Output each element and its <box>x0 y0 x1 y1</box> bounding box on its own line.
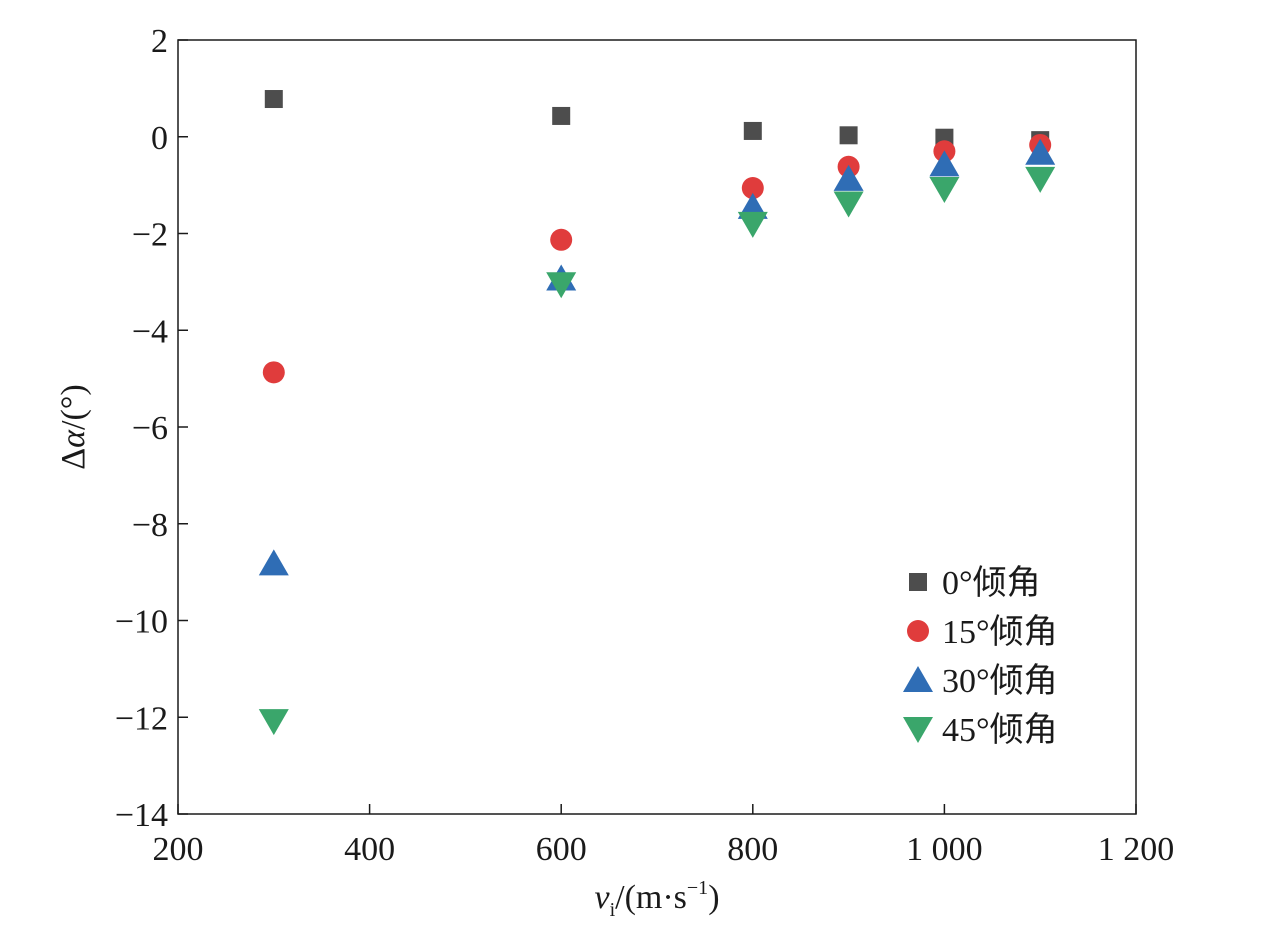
y-tick-label: 0 <box>151 120 168 157</box>
y-tick-label: −2 <box>132 217 168 254</box>
x-axis-ticks: 200 400 600 800 1 000 1 200 <box>153 804 1175 868</box>
data-point <box>264 90 283 109</box>
y-axis-ticks: 2 0 −2 −4 −6 −8 −10 −12 −14 <box>115 23 188 834</box>
y-tick-label: −8 <box>132 507 168 544</box>
data-point <box>833 164 864 191</box>
legend-item: 30°倾角 <box>903 662 1058 700</box>
x-axis-title: vi/(m·s−1) <box>594 877 719 921</box>
x-tick-label: 800 <box>727 831 778 868</box>
data-point <box>929 176 960 203</box>
legend-marker <box>903 717 933 743</box>
data-points <box>258 90 1056 736</box>
data-point <box>262 361 285 384</box>
y-tick-label: −12 <box>115 700 168 737</box>
data-point <box>546 272 577 299</box>
legend-label: 45°倾角 <box>942 711 1058 749</box>
y-axis-title: Δα/(°) <box>55 384 92 469</box>
legend-marker <box>907 620 929 642</box>
data-point <box>741 177 764 200</box>
y-tick-label: −14 <box>115 797 168 834</box>
x-tick-label: 600 <box>536 831 587 868</box>
legend-item: 45°倾角 <box>903 711 1058 749</box>
legend-label: 15°倾角 <box>942 613 1058 651</box>
x-tick-label: 400 <box>344 831 395 868</box>
y-tick-label: −10 <box>115 604 168 641</box>
data-point <box>552 106 571 125</box>
legend: 0°倾角 15°倾角 30°倾角 45°倾角 <box>903 564 1058 749</box>
y-tick-label: 2 <box>151 23 168 60</box>
legend-marker <box>909 573 927 591</box>
legend-marker <box>903 666 933 692</box>
data-point <box>737 211 768 238</box>
legend-label: 0°倾角 <box>942 564 1041 602</box>
legend-item: 0°倾角 <box>909 564 1041 602</box>
y-tick-label: −6 <box>132 410 168 447</box>
legend-label: 30°倾角 <box>942 662 1058 700</box>
data-point <box>258 549 289 576</box>
legend-item: 15°倾角 <box>907 613 1058 651</box>
data-point <box>550 228 573 251</box>
data-point <box>833 191 864 218</box>
data-point <box>1025 138 1056 165</box>
series-2 <box>258 138 1056 576</box>
data-point <box>743 121 762 140</box>
x-tick-label: 1 000 <box>906 831 983 868</box>
x-tick-label: 1 200 <box>1098 831 1175 868</box>
data-point <box>1025 166 1056 193</box>
x-tick-label: 200 <box>153 831 204 868</box>
data-point <box>929 150 960 177</box>
series-3 <box>258 166 1056 736</box>
data-point <box>839 126 858 145</box>
y-tick-label: −4 <box>132 313 168 350</box>
series-0 <box>264 90 1050 150</box>
data-point <box>258 709 289 736</box>
